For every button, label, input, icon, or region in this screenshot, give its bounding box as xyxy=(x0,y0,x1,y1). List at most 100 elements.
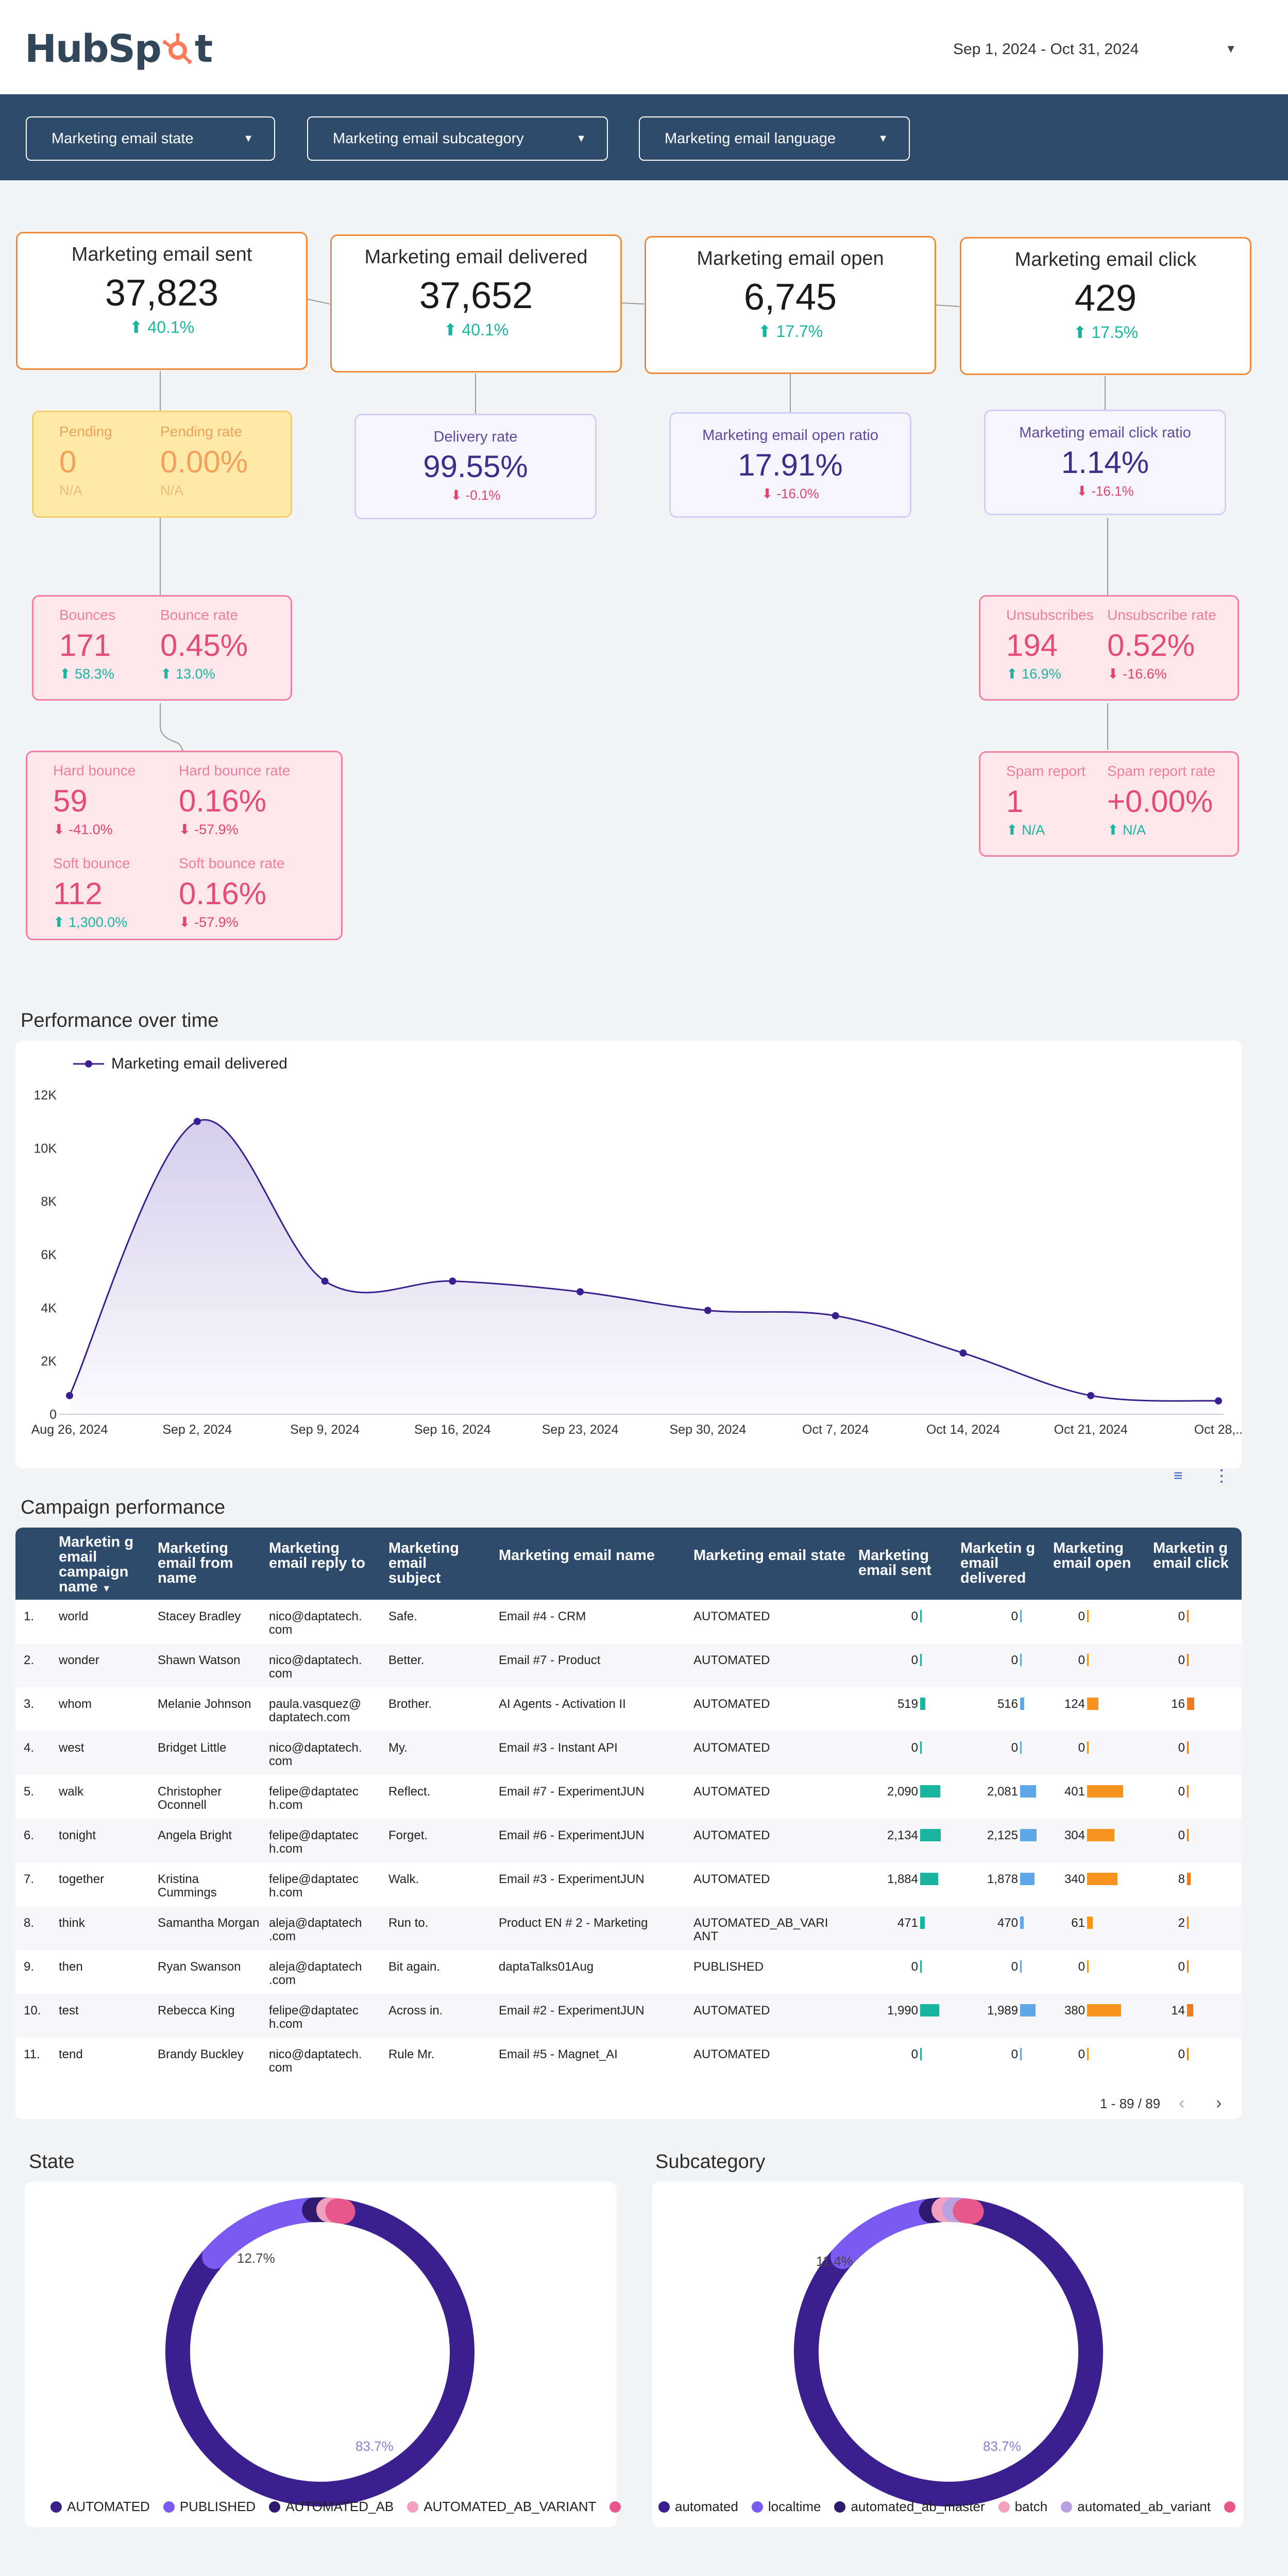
cell-campaign: walk xyxy=(59,1785,84,1799)
cell-sent: 0 xyxy=(911,1653,918,1667)
legend-item[interactable]: AUTOMATED_AB_VARIANT xyxy=(407,2499,596,2515)
cell-subject: Reflect. xyxy=(388,1785,431,1799)
cell-delivered: 0 xyxy=(1011,2047,1018,2061)
chevron-down-icon: ▼ xyxy=(1225,42,1236,55)
table-row[interactable]: 11. tend Brandy Buckley nico@daptatech. com… xyxy=(15,2038,1242,2081)
cell-reply: nico@daptatech. com xyxy=(269,1741,362,1768)
legend-label: AUTOMATED xyxy=(67,2499,150,2514)
metric-change: -16.1% xyxy=(1091,483,1134,499)
header-state[interactable]: Marketing email state xyxy=(693,1547,845,1564)
unsubscribes-title: Unsubscribes xyxy=(1006,607,1094,623)
bar-click xyxy=(1187,1654,1189,1666)
bar-sent xyxy=(920,1829,941,1841)
header-from[interactable]: Marketing email from name xyxy=(158,1540,233,1586)
legend-item[interactable]: automated_ab_master xyxy=(834,2499,985,2515)
cell-from: Brandy Buckley xyxy=(158,2047,244,2061)
header-sent[interactable]: Marketing email sent xyxy=(858,1547,931,1579)
header-name[interactable]: Marketing email name xyxy=(499,1547,655,1564)
cell-click: 16 xyxy=(1171,1697,1185,1711)
bar-open xyxy=(1087,1654,1089,1666)
cell-n: 6. xyxy=(24,1828,35,1842)
legend-item[interactable]: AUTOMATED_AB xyxy=(269,2499,394,2515)
language-filter-dropdown[interactable]: Marketing email language ▼ xyxy=(639,116,910,161)
table-row[interactable]: 5. walk Christopher Oconnell felipe@daptate… xyxy=(15,1775,1242,1819)
state-section-title: State xyxy=(29,2151,75,2173)
header-click[interactable]: Marketin g email click xyxy=(1153,1540,1229,1571)
cell-reply: felipe@daptatec h.com xyxy=(269,1872,359,1900)
cell-from: Kristina Cummings xyxy=(158,1872,217,1900)
legend-item[interactable]: localtime xyxy=(751,2499,821,2515)
cell-delivered: 0 xyxy=(1011,1653,1018,1667)
table-row[interactable]: 4. west Bridget Little nico@daptatech. com M… xyxy=(15,1731,1242,1775)
state-filter-dropdown[interactable]: Marketing email state ▼ xyxy=(26,116,275,161)
legend-item[interactable]: batch xyxy=(998,2499,1047,2515)
soft-bounce-rate-change: -57.9% xyxy=(194,914,239,930)
series-line xyxy=(69,1119,1219,1402)
donut-slice xyxy=(165,2199,474,2506)
y-tick-label: 8K xyxy=(41,1195,57,1209)
legend-item[interactable] xyxy=(609,2501,626,2513)
bounces-card: Bounces 171 ⬆ 58.3% Bounce rate 0.45% ⬆ … xyxy=(32,595,292,701)
more-options-icon[interactable]: ⋮ xyxy=(1213,1466,1230,1485)
chevron-down-icon: ▼ xyxy=(878,132,888,144)
next-page-icon[interactable]: › xyxy=(1216,2093,1222,2113)
data-point xyxy=(704,1307,711,1314)
cell-open: 0 xyxy=(1078,1741,1085,1755)
cell-name: Email #3 - Instant API xyxy=(499,1741,618,1755)
filter-icon[interactable]: ≡ xyxy=(1174,1467,1183,1484)
header-subject[interactable]: Marketing email subject xyxy=(388,1540,459,1586)
legend-item[interactable]: automated xyxy=(658,2499,738,2515)
cell-from: Melanie Johnson xyxy=(158,1697,251,1711)
legend-item[interactable]: automated_ab_variant xyxy=(1061,2499,1211,2515)
date-range-picker[interactable]: Sep 1, 2024 - Oct 31, 2024 ▼ xyxy=(953,36,1236,63)
click-ratio-card: Marketing email click ratio 1.14% ⬇ -16.… xyxy=(984,410,1226,515)
metric-open-card: Marketing email open 6,745 ⬆ 17.7% xyxy=(645,236,936,374)
slice-label: 11.4% xyxy=(816,2253,853,2269)
cell-campaign: wonder xyxy=(59,1653,99,1667)
prev-page-icon[interactable]: ‹ xyxy=(1179,2093,1185,2113)
metric-connectors xyxy=(160,298,1108,755)
cell-click: 0 xyxy=(1178,1653,1185,1667)
legend-item[interactable] xyxy=(1224,2501,1241,2513)
table-row[interactable]: 8. think Samantha Morgan aleja@daptatech .c… xyxy=(15,1906,1242,1950)
bar-click xyxy=(1187,1960,1189,1973)
cell-click: 0 xyxy=(1178,1960,1185,1974)
legend-item[interactable]: AUTOMATED xyxy=(50,2499,150,2515)
header-delivered[interactable]: Marketin g email delivered xyxy=(960,1540,1036,1586)
slice-label: 12.7% xyxy=(237,2250,275,2266)
legend-line-marker xyxy=(73,1060,104,1067)
table-row[interactable]: 2. wonder Shawn Watson nico@daptatech. com B… xyxy=(15,1643,1242,1687)
cell-reply: nico@daptatech. com xyxy=(269,1609,362,1637)
table-row[interactable]: 10. test Rebecca King felipe@daptatec h.com… xyxy=(15,1994,1242,2038)
table-row[interactable]: 6. tonight Angela Bright felipe@daptatec h.… xyxy=(15,1819,1242,1862)
sort-desc-icon: ▼ xyxy=(101,1583,111,1594)
soft-bounce-rate-value: 0.16% xyxy=(179,876,267,911)
cell-campaign: think xyxy=(59,1916,85,1930)
cell-click: 8 xyxy=(1178,1872,1185,1886)
campaign-table: Marketin g email campaign name ▼ Marketi… xyxy=(15,1528,1242,2119)
arrow-down-icon: ⬇ xyxy=(53,822,65,837)
header-campaign[interactable]: Marketin g email campaign name ▼ xyxy=(59,1534,134,1595)
arrow-down-icon: ⬇ xyxy=(1107,666,1119,682)
subcategory-filter-dropdown[interactable]: Marketing email subcategory ▼ xyxy=(307,116,608,161)
table-row[interactable]: 9. then Ryan Swanson aleja@daptatech .com Bi… xyxy=(15,1950,1242,1994)
bar-click xyxy=(1187,2004,1194,2016)
cell-n: 1. xyxy=(24,1609,35,1623)
cell-name: Email #6 - ExperimentJUN xyxy=(499,1828,645,1842)
metric-change: 40.1% xyxy=(147,318,195,336)
hubspot-logo[interactable]: HubSp t xyxy=(25,26,213,72)
cell-open: 304 xyxy=(1064,1828,1085,1842)
spam-report-title: Spam report xyxy=(1006,763,1086,779)
cell-state: AUTOMATED xyxy=(693,1785,770,1799)
table-row[interactable]: 1. world Stacey Bradley nico@daptatech. com… xyxy=(15,1600,1242,1643)
table-row[interactable]: 3. whom Melanie Johnson paula.vasquez@ dapt… xyxy=(15,1687,1242,1731)
table-row[interactable]: 7. together Kristina Cummings felipe@daptat… xyxy=(15,1862,1242,1906)
legend-dot-icon xyxy=(1061,2501,1073,2513)
header-reply[interactable]: Marketing email reply to xyxy=(269,1540,365,1571)
header-open[interactable]: Marketing email open xyxy=(1053,1540,1131,1571)
bar-sent xyxy=(920,1698,925,1710)
cell-click: 14 xyxy=(1171,2004,1185,2018)
legend-label: automated xyxy=(675,2499,738,2514)
legend-item[interactable]: PUBLISHED xyxy=(163,2499,256,2515)
bar-open xyxy=(1087,1698,1098,1710)
